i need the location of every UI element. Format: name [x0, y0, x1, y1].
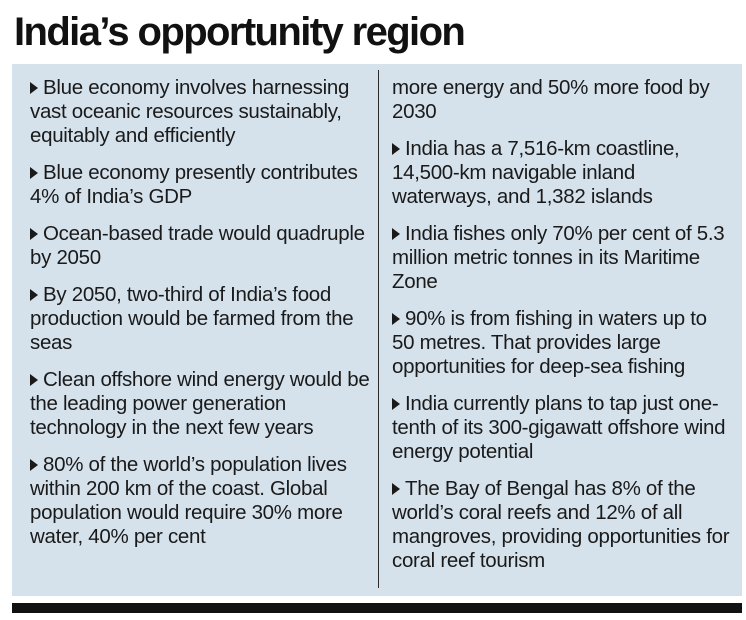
list-item-text: India currently plans to tap just one-te… [392, 392, 726, 463]
list-item: Blue economy presently contributes 4% of… [30, 161, 370, 209]
triangle-bullet-icon [30, 374, 38, 386]
right-column: more energy and 50% more food by 2030 In… [392, 76, 732, 586]
triangle-bullet-icon [392, 398, 400, 410]
list-item-text: India has a 7,516-km coastline, 14,500-k… [392, 137, 680, 208]
list-item-text: India fishes only 70% per cent of 5.3 mi… [392, 222, 725, 293]
triangle-bullet-icon [392, 143, 400, 155]
list-item: 90% is from fishing in waters up to 50 m… [392, 307, 732, 379]
list-item: India currently plans to tap just one-te… [392, 392, 732, 464]
list-item-text: Blue economy involves harnessing vast oc… [30, 76, 350, 147]
list-item-continuation: more energy and 50% more food by 2030 [392, 76, 732, 124]
triangle-bullet-icon [30, 167, 38, 179]
left-column: Blue economy involves harnessing vast oc… [30, 76, 370, 562]
triangle-bullet-icon [392, 228, 400, 240]
list-item: India fishes only 70% per cent of 5.3 mi… [392, 222, 732, 294]
list-item: Clean offshore wind energy would be the … [30, 368, 370, 440]
bottom-rule [12, 603, 742, 613]
triangle-bullet-icon [30, 228, 38, 240]
triangle-bullet-icon [30, 289, 38, 301]
list-item-text: 90% is from fishing in waters up to 50 m… [392, 307, 707, 378]
triangle-bullet-icon [30, 82, 38, 94]
info-panel [12, 64, 742, 596]
list-item: India has a 7,516-km coastline, 14,500-k… [392, 137, 732, 209]
list-item: By 2050, two-third of India’s food produ… [30, 283, 370, 355]
list-item: The Bay of Bengal has 8% of the world’s … [392, 477, 732, 573]
column-divider [378, 70, 379, 588]
triangle-bullet-icon [392, 313, 400, 325]
triangle-bullet-icon [392, 483, 400, 495]
list-item-text: Clean offshore wind energy would be the … [30, 368, 370, 439]
list-item-text: Ocean-based trade would quadruple by 205… [30, 222, 365, 269]
list-item-text: By 2050, two-third of India’s food produ… [30, 283, 354, 354]
list-item: Blue economy involves harnessing vast oc… [30, 76, 370, 148]
list-item-text: more energy and 50% more food by 2030 [392, 76, 710, 123]
list-item-text: Blue economy presently contributes 4% of… [30, 161, 358, 208]
list-item-text: 80% of the world’s population lives with… [30, 453, 347, 548]
triangle-bullet-icon [30, 459, 38, 471]
page-title: India’s opportunity region [14, 10, 466, 54]
list-item: 80% of the world’s population lives with… [30, 453, 370, 549]
list-item: Ocean-based trade would quadruple by 205… [30, 222, 370, 270]
list-item-text: The Bay of Bengal has 8% of the world’s … [392, 477, 730, 572]
